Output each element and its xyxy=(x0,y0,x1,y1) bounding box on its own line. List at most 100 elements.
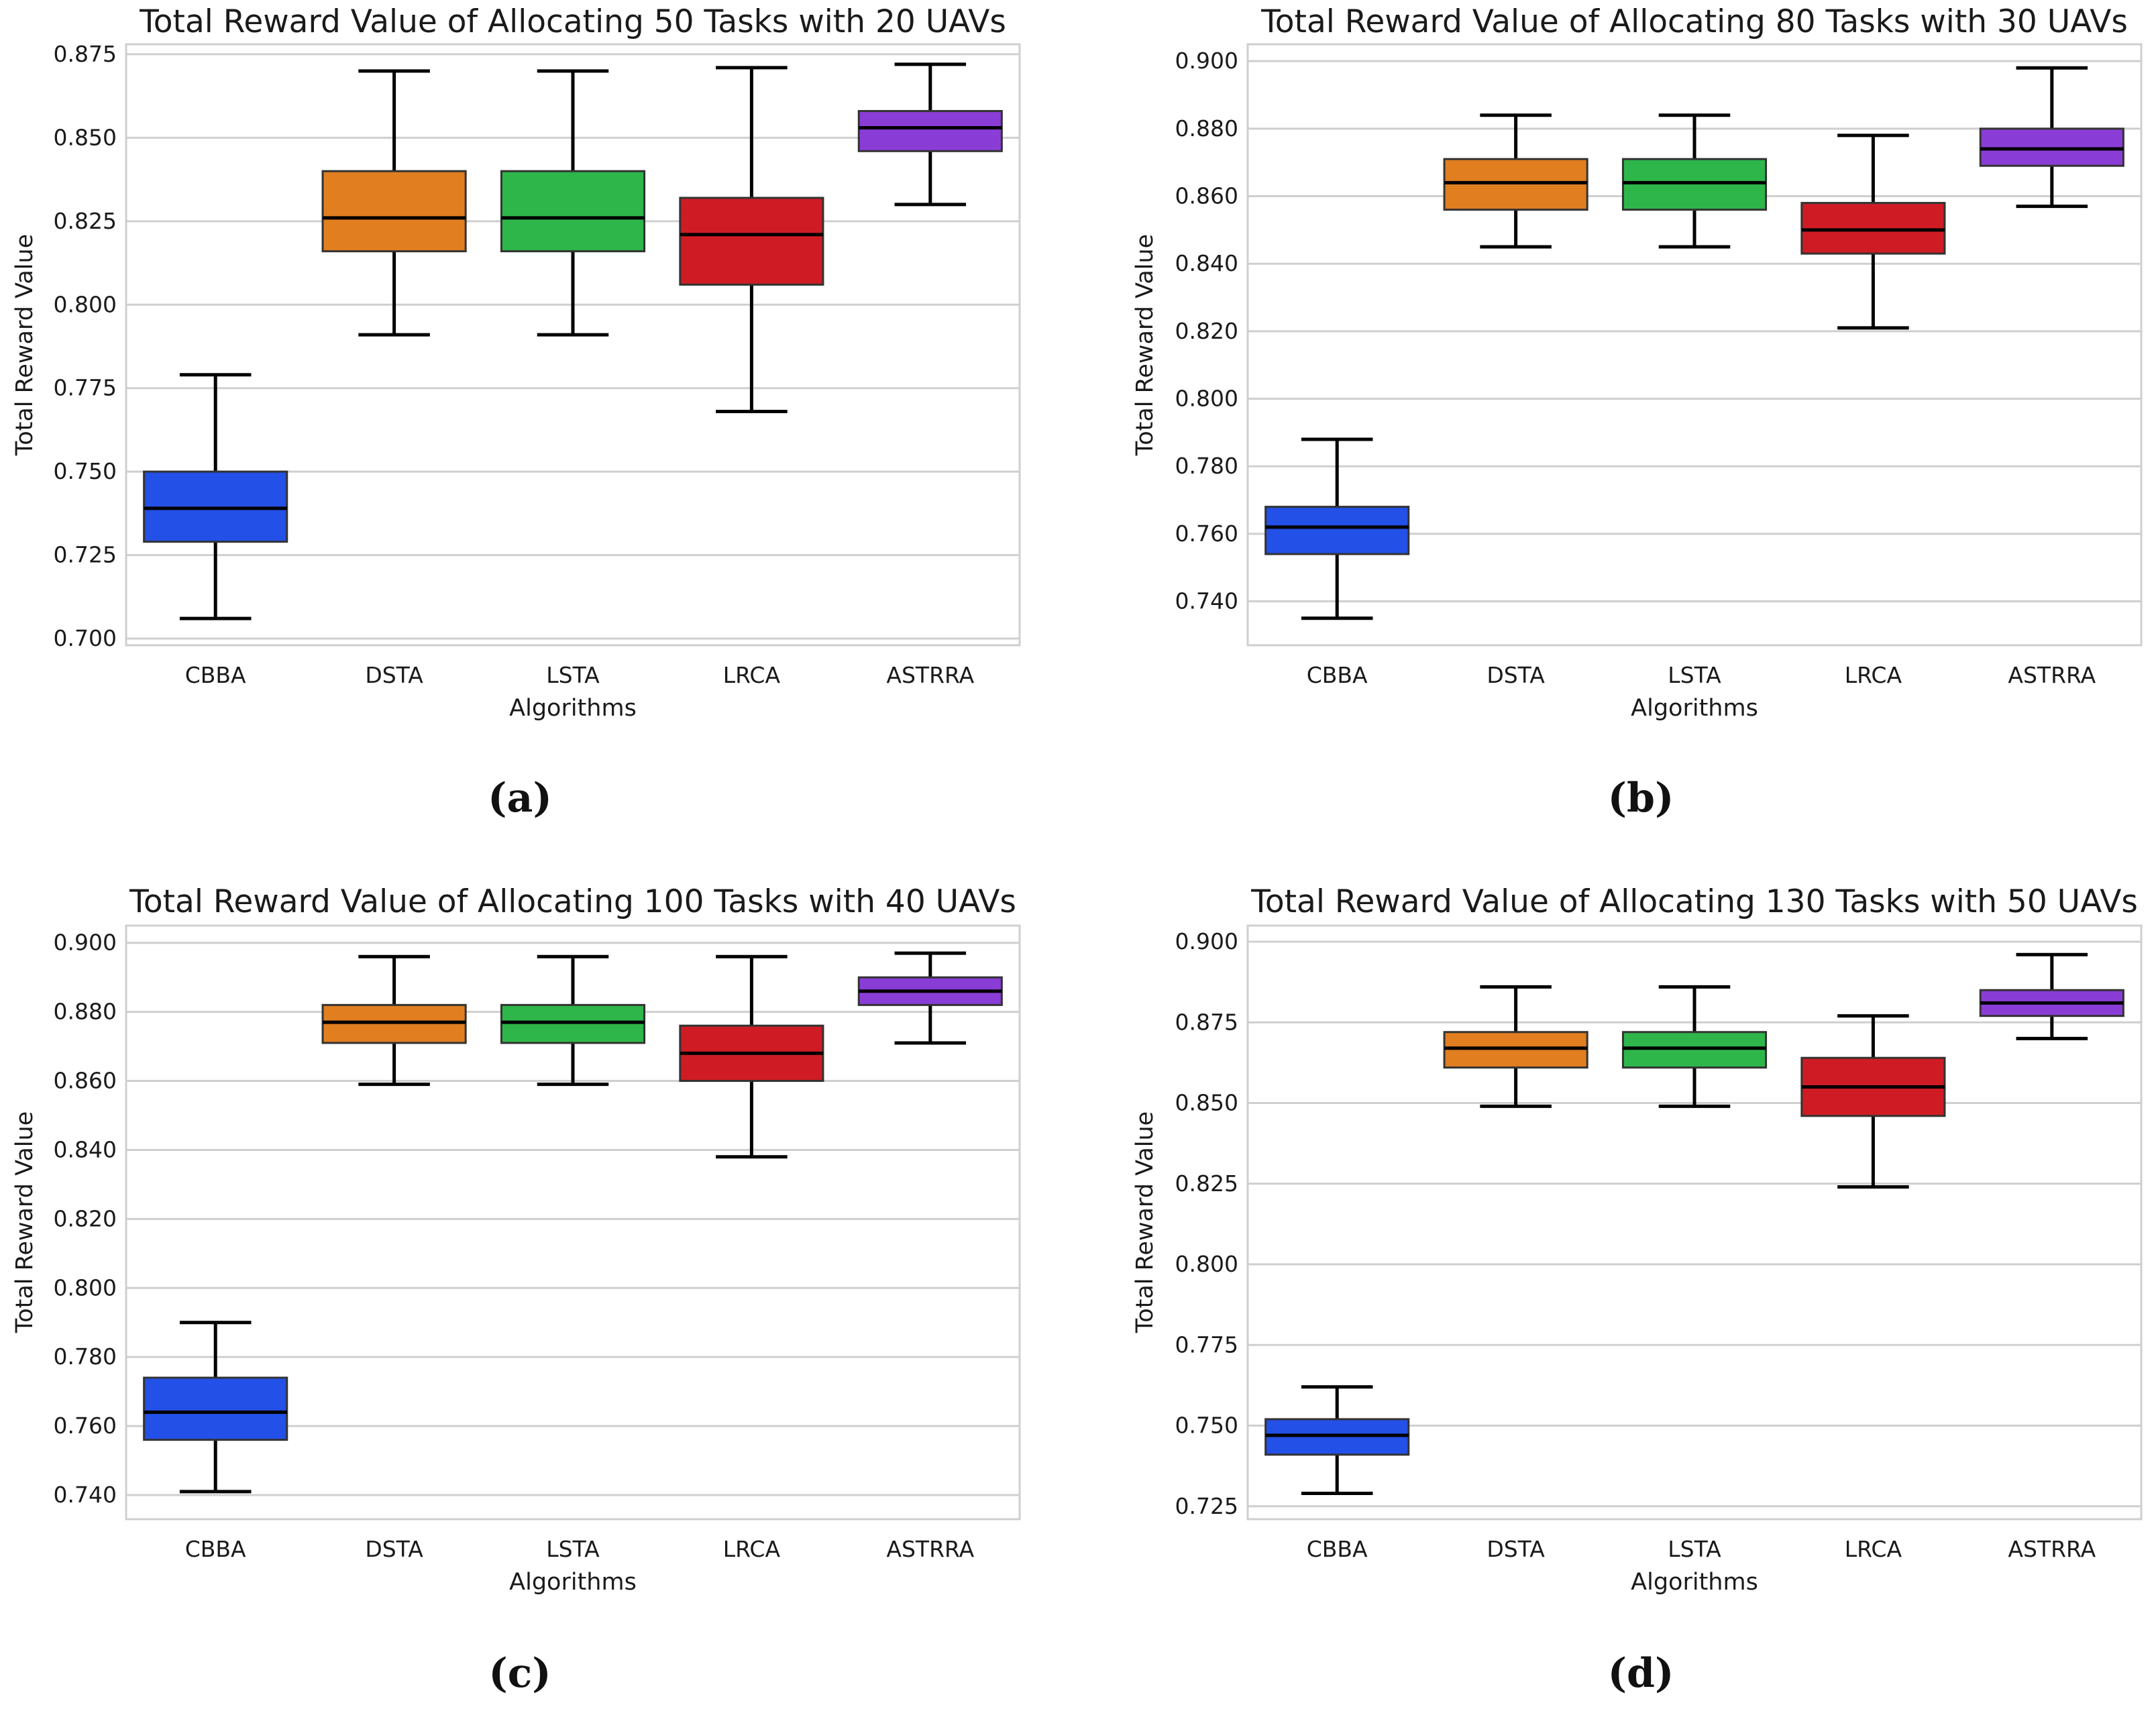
box-layer xyxy=(143,951,1003,1494)
chart-title: Total Reward Value of Allocating 50 Task… xyxy=(139,3,1006,40)
y-tick-label: 0.900 xyxy=(1175,928,1238,954)
y-tick-label: 0.820 xyxy=(1175,318,1238,344)
y-axis-label: Total Reward Value xyxy=(1132,234,1158,456)
y-tick-label: 0.775 xyxy=(54,375,117,401)
y-tick-label: 0.860 xyxy=(54,1068,117,1094)
box-cbba xyxy=(143,1321,288,1494)
y-tick-label: 0.750 xyxy=(1175,1413,1238,1439)
panel-c: 0.740 0.760 0.780 0.800 0.820 0.840 0.860 0.880… xyxy=(11,883,1021,1697)
x-tick-label: DSTA xyxy=(1487,662,1545,688)
iqr-box xyxy=(1264,506,1410,555)
x-tick-label: LSTA xyxy=(1668,1536,1721,1562)
box-dsta xyxy=(321,69,467,337)
box-lrca xyxy=(679,954,824,1159)
iqr-box xyxy=(500,170,646,253)
box-layer xyxy=(1264,66,2124,620)
y-tick-label: 0.900 xyxy=(54,930,117,956)
box-dsta xyxy=(1443,985,1588,1108)
iqr-box xyxy=(321,1003,467,1044)
y-tick-label: 0.800 xyxy=(1175,386,1238,412)
box-lsta xyxy=(500,69,646,337)
box-astrra xyxy=(1979,66,2124,209)
iqr-box xyxy=(857,110,1003,152)
panel-label: (d) xyxy=(1608,1650,1674,1697)
x-tick-label: ASTRRA xyxy=(886,1536,974,1562)
y-tick-label: 0.850 xyxy=(54,124,117,150)
y-tick-label: 0.825 xyxy=(54,208,117,234)
x-axis-label: Algorithms xyxy=(1631,695,1758,722)
y-tick-label: 0.800 xyxy=(54,1274,117,1301)
y-tick-label: 0.840 xyxy=(54,1136,117,1162)
panel-label: (c) xyxy=(488,1650,551,1697)
xtick-layer: CBBA DSTA LSTA LRCA ASTRRA xyxy=(185,662,975,688)
x-axis-label: Algorithms xyxy=(509,1569,637,1596)
xtick-layer: CBBA DSTA LSTA LRCA ASTRRA xyxy=(185,1536,975,1562)
x-tick-label: LRCA xyxy=(723,1536,781,1562)
y-tick-label: 0.740 xyxy=(1175,588,1238,614)
plot-frame xyxy=(125,43,1021,647)
grid-layer xyxy=(126,53,1020,640)
chart-title: Total Reward Value of Allocating 130 Tas… xyxy=(1250,883,2138,920)
x-tick-label: LRCA xyxy=(723,662,781,688)
xtick-layer: CBBA DSTA LSTA LRCA ASTRRA xyxy=(1307,662,2096,688)
x-tick-label: LSTA xyxy=(1668,662,1721,688)
ytick-layer: 0.740 0.760 0.780 0.800 0.820 0.840 0.860 0.880… xyxy=(1175,48,1238,614)
x-tick-label: ASTRRA xyxy=(2008,1536,2096,1562)
plot-frame xyxy=(1246,924,2143,1521)
y-tick-label: 0.760 xyxy=(54,1413,117,1439)
box-lsta xyxy=(1621,985,1768,1108)
x-tick-label: CBBA xyxy=(185,662,246,688)
y-tick-label: 0.825 xyxy=(1175,1170,1238,1197)
ytick-layer: 0.740 0.760 0.780 0.800 0.820 0.840 0.860 0.880… xyxy=(54,930,117,1508)
y-tick-label: 0.875 xyxy=(1175,1009,1238,1035)
chart-title: Total Reward Value of Allocating 100 Tas… xyxy=(129,883,1016,920)
ytick-layer: 0.725 0.750 0.775 0.800 0.825 0.850 0.875 0.900 xyxy=(1175,928,1238,1519)
box-lrca xyxy=(1800,1014,1946,1189)
box-dsta xyxy=(321,954,467,1087)
box-astrra xyxy=(857,62,1003,207)
box-dsta xyxy=(1443,113,1588,249)
x-tick-label: LSTA xyxy=(546,662,600,688)
x-tick-label: CBBA xyxy=(1307,662,1368,688)
y-tick-label: 0.820 xyxy=(54,1205,117,1231)
y-tick-label: 0.875 xyxy=(54,41,117,67)
x-axis-label: Algorithms xyxy=(1631,1569,1758,1596)
ytick-layer: 0.700 0.725 0.750 0.775 0.800 0.825 0.850 0.875 xyxy=(54,41,117,651)
y-tick-label: 0.700 xyxy=(54,625,117,651)
chart-title: Total Reward Value of Allocating 80 Task… xyxy=(1260,3,2128,40)
box-layer xyxy=(1264,952,2124,1496)
x-tick-label: LSTA xyxy=(546,1536,600,1562)
panel-label: (a) xyxy=(488,775,552,822)
box-astrra xyxy=(1979,952,2124,1040)
box-lrca xyxy=(679,66,824,414)
x-tick-label: DSTA xyxy=(365,1536,423,1562)
x-tick-label: ASTRRA xyxy=(2008,662,2096,688)
y-tick-label: 0.780 xyxy=(54,1343,117,1370)
y-tick-label: 0.860 xyxy=(1175,183,1238,209)
panel-d: 0.725 0.750 0.775 0.800 0.825 0.850 0.875 0.900… xyxy=(1132,883,2143,1697)
x-tick-label: CBBA xyxy=(185,1536,246,1562)
y-tick-label: 0.750 xyxy=(54,458,117,484)
box-astrra xyxy=(857,951,1003,1045)
x-tick-label: ASTRRA xyxy=(886,662,974,688)
y-tick-label: 0.880 xyxy=(54,999,117,1025)
box-cbba xyxy=(1264,1385,1410,1496)
iqr-box xyxy=(1800,202,1946,255)
panel-b: 0.740 0.760 0.780 0.800 0.820 0.840 0.860 0.880… xyxy=(1132,3,2143,822)
panel-a: 0.700 0.725 0.750 0.775 0.800 0.825 0.850 0.875… xyxy=(11,3,1021,822)
box-cbba xyxy=(143,373,288,620)
iqr-box xyxy=(1979,127,2124,167)
y-tick-label: 0.850 xyxy=(1175,1090,1238,1116)
y-tick-label: 0.760 xyxy=(1175,520,1238,547)
y-tick-label: 0.780 xyxy=(1175,453,1238,479)
x-tick-label: DSTA xyxy=(365,662,423,688)
y-axis-label: Total Reward Value xyxy=(11,1111,38,1333)
y-tick-label: 0.800 xyxy=(54,291,117,317)
iqr-box xyxy=(1443,158,1588,211)
iqr-box xyxy=(500,1003,646,1044)
x-tick-label: LRCA xyxy=(1845,1536,1902,1562)
panel-label: (b) xyxy=(1608,775,1674,822)
plot-frame xyxy=(125,924,1021,1521)
y-tick-label: 0.900 xyxy=(1175,48,1238,74)
y-tick-label: 0.740 xyxy=(54,1482,117,1508)
